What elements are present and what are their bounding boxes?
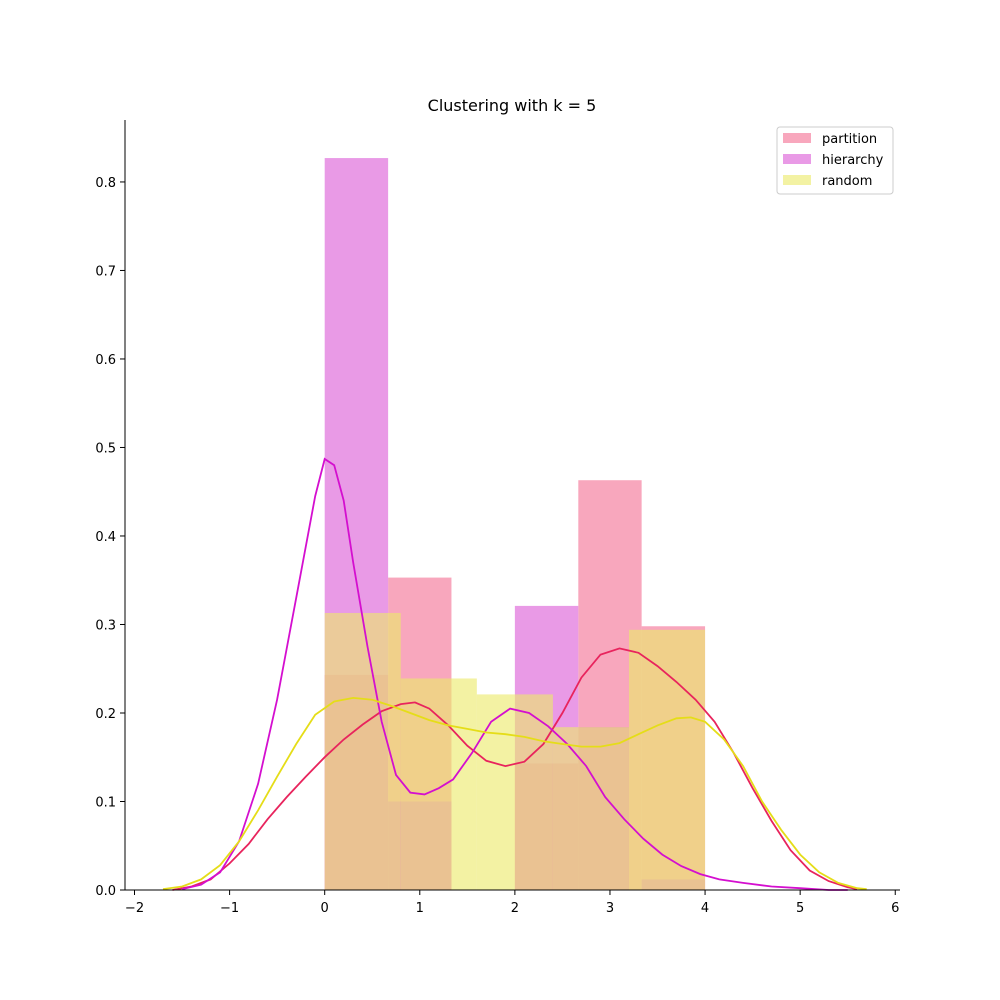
x-tick-label--2: −2 — [125, 901, 144, 916]
legend-label-hierarchy: hierarchy — [822, 153, 884, 168]
bar-random-3 — [552, 727, 629, 890]
legend-swatch-hierarchy — [783, 154, 811, 164]
kde-line-hierarchy — [181, 457, 848, 891]
kde-line-random — [162, 696, 867, 890]
x-tick-label-6: 6 — [891, 901, 899, 916]
y-tick-label-0.7: 0.7 — [95, 264, 116, 279]
chart-title: Clustering with k = 5 — [428, 96, 597, 115]
x-tick-label-1: 1 — [416, 901, 424, 916]
x-tick-label-3: 3 — [606, 901, 614, 916]
y-tick-label-0.8: 0.8 — [95, 176, 116, 191]
y-tick-label-0.1: 0.1 — [95, 795, 116, 810]
y-tick-label-0: 0.0 — [95, 884, 116, 899]
bar-random-4 — [628, 629, 706, 890]
x-tick-label--1: −1 — [220, 901, 239, 916]
legend-label-partition: partition — [822, 132, 877, 147]
legend-swatch-random — [783, 175, 811, 185]
y-tick-label-0.3: 0.3 — [95, 618, 116, 633]
bar-random-1 — [400, 678, 477, 890]
legend: partition hierarchy random — [776, 126, 894, 195]
y-tick-label-0.2: 0.2 — [95, 707, 116, 722]
x-tick-label-4: 4 — [701, 901, 709, 916]
y-tick-label-0.4: 0.4 — [95, 530, 116, 545]
kde-line-partition — [172, 647, 858, 891]
axes: −2 −1 0 1 2 3 4 5 6 0.0 0.1 0.2 0.3 0.4 0.5 0.6 0.7 0.8 — [95, 120, 900, 916]
histogram-bars — [324, 158, 706, 890]
y-tick-label-0.6: 0.6 — [95, 353, 116, 368]
bar-random-2 — [476, 694, 553, 890]
legend-label-random: random — [822, 174, 872, 189]
x-tick-label-2: 2 — [511, 901, 519, 916]
bar-random-0 — [324, 612, 401, 890]
kde-curves — [162, 457, 867, 891]
x-tick-label-0: 0 — [321, 901, 329, 916]
x-tick-label-5: 5 — [796, 901, 804, 916]
legend-swatch-partition — [783, 133, 811, 143]
y-tick-label-0.5: 0.5 — [95, 441, 116, 456]
